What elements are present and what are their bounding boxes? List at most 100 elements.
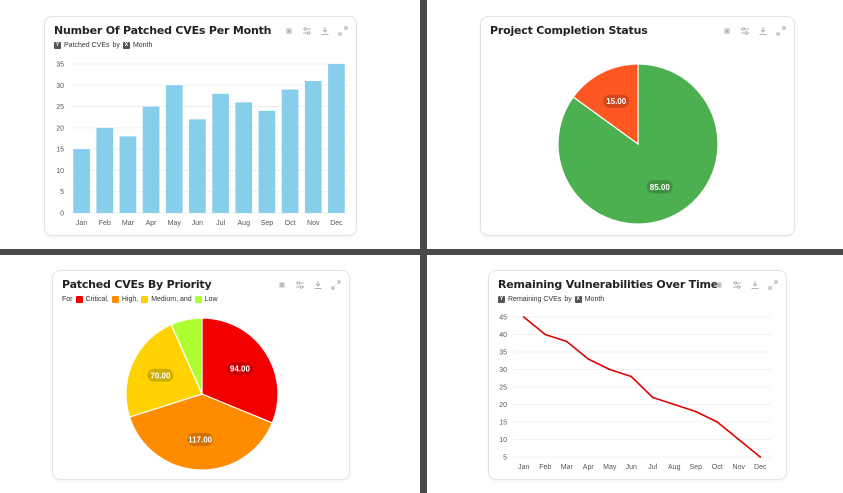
- bar: [304, 81, 322, 214]
- x-tick-label: Apr: [146, 220, 158, 227]
- data-point: [565, 340, 568, 343]
- x-tick-label: Aug: [668, 464, 681, 471]
- y-tick-label: 10: [499, 437, 507, 444]
- card-toolbar: [283, 25, 348, 36]
- x-tick-label: Aug: [238, 220, 251, 227]
- y-tick-label: 40: [499, 332, 507, 339]
- y-tick-label: 30: [499, 367, 507, 374]
- x-tick-label: Nov: [307, 220, 320, 227]
- bar: [96, 127, 114, 213]
- legend-label-high: High,: [121, 296, 139, 303]
- expand-icon[interactable]: [330, 279, 341, 290]
- bar: [165, 85, 183, 213]
- sparkle-settings-icon[interactable]: [721, 25, 732, 36]
- sparkle-settings-icon[interactable]: [283, 25, 294, 36]
- download-icon[interactable]: [749, 279, 760, 290]
- legend-label-critical: Critical,: [85, 296, 109, 303]
- download-icon[interactable]: [757, 25, 768, 36]
- card-title: Patched CVEs By Priority: [62, 278, 212, 291]
- x-tick-label: May: [603, 464, 617, 471]
- bar: [73, 149, 90, 213]
- y-tick-label: 0: [60, 211, 64, 218]
- x-tick-label: Jul: [216, 220, 225, 227]
- card-toolbar: [713, 279, 778, 290]
- subtitle-by: by: [564, 296, 572, 303]
- subtitle-dimension: Month: [584, 296, 605, 303]
- data-label: 70.00: [150, 371, 171, 380]
- sliders-icon[interactable]: [739, 25, 750, 36]
- data-point: [716, 421, 719, 423]
- bar: [212, 93, 229, 213]
- y-tick-label: 5: [503, 455, 507, 462]
- x-tick-label: Mar: [122, 220, 135, 227]
- subtitle-metric: Remaining CVEs: [508, 296, 562, 303]
- bar-chart: 0 5 10 15 20 25 30 35 Jan Feb Mar Apr May Jun Jul Aug Se…: [56, 62, 348, 227]
- bar: [119, 136, 137, 213]
- x-tick-label: Sep: [261, 220, 274, 227]
- download-icon[interactable]: [319, 25, 330, 36]
- card-toolbar: [276, 279, 341, 290]
- pie-slice: [170, 317, 203, 395]
- expand-icon[interactable]: [775, 25, 786, 36]
- dimension-tag-icon: X: [574, 296, 582, 303]
- data-point: [608, 368, 611, 371]
- sliders-icon[interactable]: [301, 25, 312, 36]
- cves-per-month-card: Number Of Patched CVEs Per Month Y Patch…: [44, 16, 357, 236]
- data-label: 15.00: [606, 97, 627, 106]
- data-label: 85.00: [650, 183, 671, 192]
- y-tick-label: 35: [499, 350, 507, 357]
- sliders-icon[interactable]: [294, 279, 305, 290]
- y-tick-label: 35: [56, 62, 64, 69]
- x-tick-label: Mar: [561, 464, 574, 471]
- sparkle-settings-icon[interactable]: [276, 279, 287, 290]
- data-point: [587, 358, 590, 360]
- data-point: [651, 396, 654, 399]
- data-point: [737, 438, 740, 441]
- pie-slice: [125, 323, 203, 418]
- x-tick-label: Sep: [690, 464, 703, 471]
- x-tick-label: Oct: [285, 220, 296, 227]
- pie-slice: [201, 317, 279, 424]
- legend-label-medium: Medium, and: [151, 296, 192, 303]
- x-tick-label: Jun: [626, 464, 637, 471]
- expand-icon[interactable]: [767, 279, 778, 290]
- x-tick-label: Jul: [648, 464, 657, 471]
- x-tick-label: May: [168, 220, 182, 227]
- y-tick-label: 10: [56, 168, 64, 175]
- data-label-bg: [147, 368, 174, 382]
- sparkle-settings-icon[interactable]: [713, 279, 724, 290]
- subtitle-dimension: Month: [132, 42, 153, 49]
- x-tick-label: Dec: [330, 220, 343, 227]
- bar: [281, 89, 299, 213]
- y-tick-label: 5: [60, 189, 64, 196]
- y-tick-label: 30: [56, 83, 64, 90]
- x-tick-label: Oct: [712, 464, 723, 471]
- card-subtitle: Y Patched CVEs by X Month: [54, 42, 152, 49]
- remaining-vulns-card: Remaining Vulnerabilities Over Time Y Re…: [488, 270, 787, 480]
- legend-swatch-low: [194, 296, 202, 303]
- subtitle-by: by: [112, 42, 120, 49]
- subtitle-metric: Patched CVEs: [64, 42, 110, 49]
- priority-legend: For Critical, High, Medium, and Low: [62, 296, 218, 303]
- pie-slice: [572, 63, 639, 146]
- line-chart: 5 10 15 20 25 30 35 40 45 Jan Feb Mar Apr May Jun Jul Au…: [499, 315, 771, 471]
- card-subtitle: Y Remaining CVEs by X Month: [498, 296, 604, 303]
- y-tick-label: 20: [499, 402, 507, 409]
- data-point: [544, 333, 547, 336]
- data-point: [673, 403, 676, 406]
- pie-chart: 85.00 15.00: [557, 63, 719, 225]
- legend-swatch-high: [111, 296, 119, 303]
- expand-icon[interactable]: [337, 25, 348, 36]
- y-tick-label: 15: [499, 420, 507, 427]
- x-tick-label: Nov: [733, 464, 746, 471]
- card-title: Number Of Patched CVEs Per Month: [54, 24, 272, 37]
- sliders-icon[interactable]: [731, 279, 742, 290]
- y-tick-label: 45: [499, 315, 507, 322]
- bar: [328, 64, 345, 213]
- data-label-bg: [187, 433, 214, 447]
- cves-priority-card: Patched CVEs By Priority For Critical, H…: [52, 270, 350, 480]
- x-tick-label: Jan: [518, 464, 529, 471]
- data-label: 94.00: [230, 365, 251, 374]
- download-icon[interactable]: [312, 279, 323, 290]
- y-tick-label: 20: [56, 125, 64, 132]
